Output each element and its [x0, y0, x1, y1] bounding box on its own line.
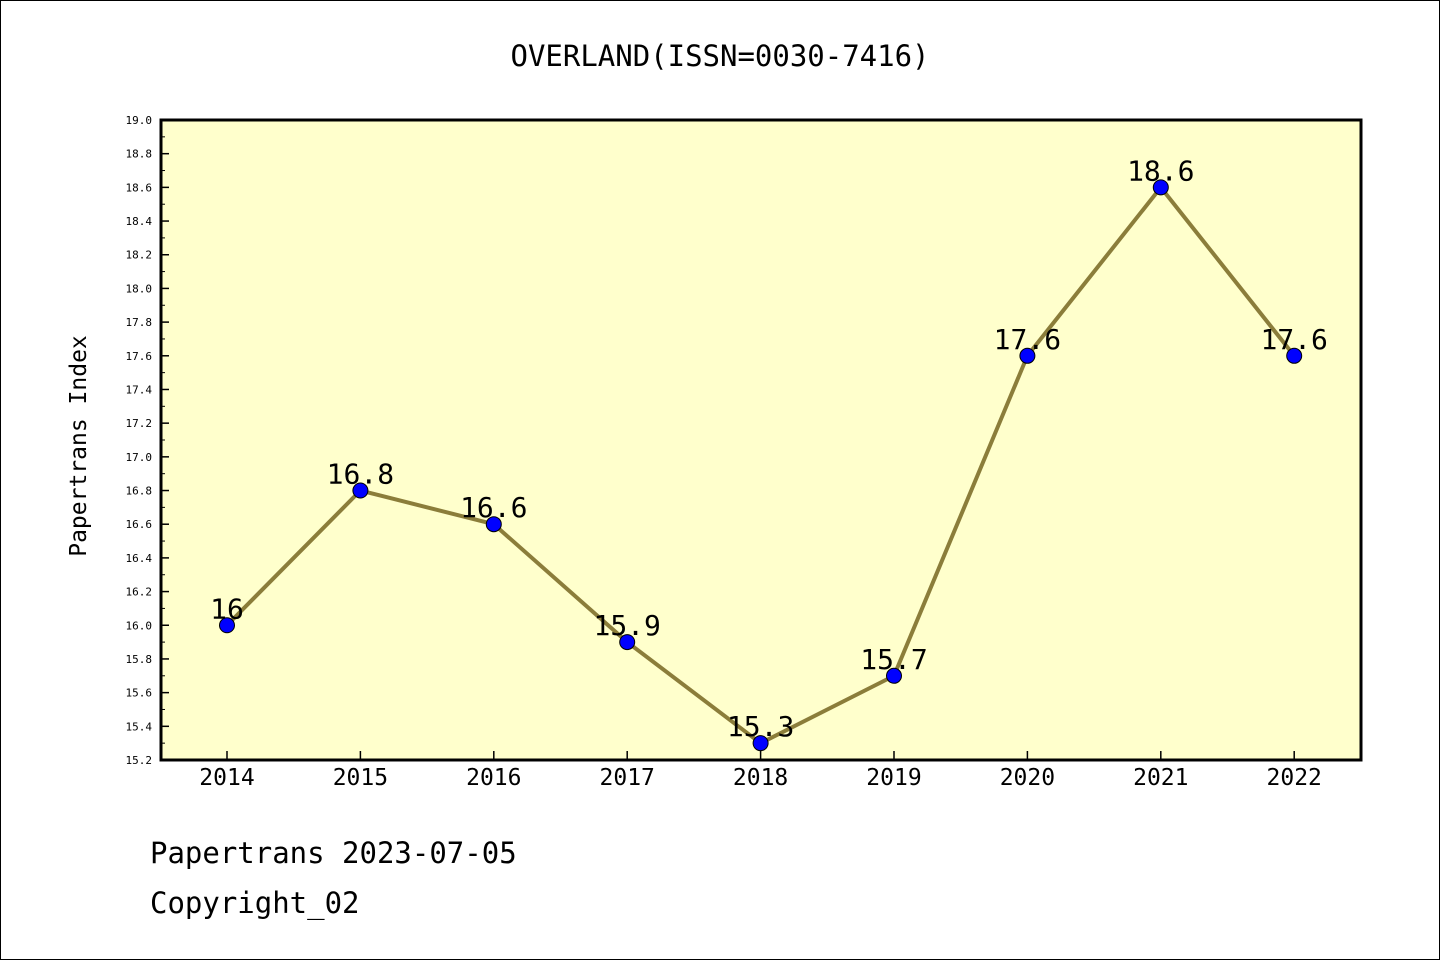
y-tick-label: 17.4 — [126, 383, 153, 396]
data-point-marker — [752, 735, 769, 752]
y-tick-label: 15.4 — [126, 720, 153, 733]
y-tick-label: 17.0 — [126, 451, 153, 464]
y-tick-label: 18.6 — [126, 181, 153, 194]
footer-date-line: Papertrans 2023-07-05 — [150, 836, 517, 870]
y-tick-label: 17.2 — [126, 417, 153, 430]
data-label: 17.6 — [1260, 323, 1327, 356]
x-tick-label: 2020 — [1000, 765, 1055, 791]
y-tick-label: 15.8 — [126, 653, 153, 666]
y-tick-label: 15.2 — [126, 754, 153, 767]
x-tick-label: 2015 — [333, 765, 388, 791]
y-tick-label: 17.8 — [126, 316, 153, 329]
y-axis-label: Papertrans Index — [66, 335, 92, 557]
data-point-marker — [219, 617, 235, 634]
y-tick-label: 16.2 — [126, 586, 153, 599]
data-label: 15.7 — [860, 643, 927, 676]
y-tick-label: 17.6 — [126, 350, 153, 363]
data-point-marker — [886, 667, 902, 684]
data-label: 15.9 — [593, 609, 660, 642]
data-point-marker — [1019, 347, 1036, 364]
chart-title: OVERLAND(ISSN=0030-7416) — [510, 39, 929, 73]
y-tick-label: 16.6 — [126, 518, 153, 531]
data-label: 16.8 — [327, 458, 394, 491]
x-tick-label: 2018 — [733, 765, 788, 791]
x-tick-label: 2014 — [199, 765, 254, 791]
data-point-marker — [485, 516, 502, 533]
footer-copyright-line: Copyright_02 — [150, 886, 360, 920]
data-point-marker — [1152, 179, 1169, 196]
data-label: 17.6 — [994, 323, 1061, 356]
plot-area — [159, 118, 1363, 762]
data-label: 18.6 — [1127, 154, 1194, 187]
data-label: 16 — [210, 592, 244, 625]
x-axis: 2014 2015 2016 2017 2018 2019 2020 2021 2022 — [199, 751, 1322, 791]
y-axis: 15.2 15.4 15.6 15.8 16.0 16.2 16.4 16.6 16.8 17.0… — [126, 114, 169, 767]
y-tick-label: 16.8 — [126, 485, 153, 498]
x-tick-label: 2016 — [466, 765, 521, 791]
data-label: 15.3 — [727, 710, 794, 743]
y-tick-label: 18.8 — [126, 148, 153, 161]
y-tick-label: 15.6 — [126, 687, 153, 700]
x-tick-label: 2019 — [866, 765, 921, 791]
data-label: 16.6 — [460, 491, 527, 524]
y-tick-label: 18.4 — [126, 215, 153, 228]
y-tick-label: 18.0 — [126, 282, 153, 295]
data-point-marker — [1286, 347, 1303, 364]
x-tick-label: 2022 — [1267, 765, 1322, 791]
y-tick-label: 16.4 — [126, 552, 153, 565]
y-tick-label: 16.0 — [126, 619, 153, 632]
y-tick-label: 19.0 — [126, 114, 153, 127]
x-tick-label: 2017 — [600, 765, 655, 791]
x-tick-label: 2021 — [1133, 765, 1188, 791]
series-group: 16 16.8 16.6 15.9 15.3 15.7 17.6 18.6 17.6 — [210, 154, 1328, 752]
data-point-marker — [352, 482, 369, 499]
y-tick-label: 18.2 — [126, 249, 153, 262]
data-point-marker — [619, 634, 636, 651]
